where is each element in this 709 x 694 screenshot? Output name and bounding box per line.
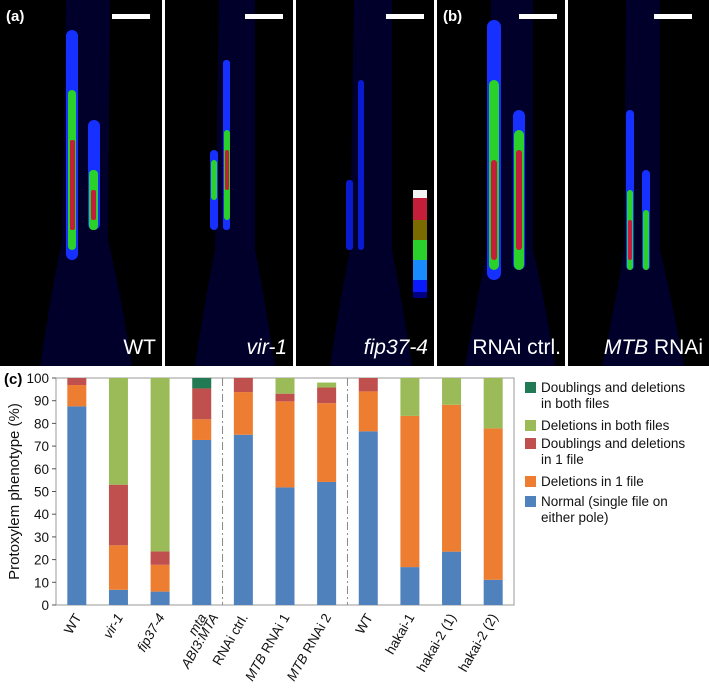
bar-segment — [442, 378, 462, 405]
bar-segment — [150, 591, 170, 605]
root-image-rnai-ctrl — [465, 0, 555, 366]
bar-segment — [192, 419, 212, 440]
micrograph-wt: (a) WT — [0, 0, 162, 366]
x-tick-label: hakai-2 (1) — [414, 611, 459, 674]
bar-segment — [317, 481, 337, 605]
panel-label-vir1: vir-1 — [246, 336, 287, 359]
bar-segment — [192, 378, 212, 389]
bar-segment — [275, 378, 295, 394]
legend-swatch — [525, 420, 536, 431]
scale-bar — [519, 14, 557, 19]
scale-bar — [112, 14, 150, 19]
panel-label-rnai-ctrl: RNAi ctrl. — [472, 336, 561, 359]
y-tick-label: 0 — [41, 598, 49, 613]
legend-label: Normal (single file on either pole) — [541, 494, 668, 525]
legend-swatch — [525, 382, 536, 393]
x-tick-label: WT — [61, 611, 84, 637]
root-image-wt — [40, 0, 132, 366]
x-tick-label: hakai-1 — [382, 611, 417, 657]
scale-bar — [386, 14, 424, 19]
bar-segment — [400, 567, 420, 605]
panel-letter-a: (a) — [6, 8, 25, 25]
y-tick-label: 100 — [26, 371, 49, 386]
legend-label: Deletions in both files — [541, 418, 670, 433]
bar-segment — [317, 387, 337, 404]
y-tick-label: 90 — [34, 394, 49, 409]
bar-segment — [233, 434, 253, 605]
y-tick-label: 50 — [34, 485, 49, 500]
x-tick-label: WT — [352, 611, 375, 637]
bar-segment — [358, 378, 378, 392]
y-tick-label: 30 — [34, 530, 49, 545]
bar-segment — [233, 378, 253, 393]
bar-segment — [108, 484, 128, 546]
y-axis-label: Protoxylem phenotype (%) — [6, 403, 23, 580]
bar-segment — [192, 439, 212, 605]
bar-segment — [275, 487, 295, 605]
legend-label: Doublings and deletions in 1 file — [541, 436, 686, 467]
legend-label: Deletions in 1 file — [541, 474, 644, 489]
bar-segment — [483, 378, 503, 429]
bar-segment — [275, 393, 295, 402]
bar-segment — [317, 403, 337, 482]
bar-segment — [67, 406, 87, 605]
y-tick-label: 60 — [34, 462, 49, 477]
bar-segment — [442, 551, 462, 605]
root-image-fip37 — [330, 0, 427, 366]
scale-bar — [654, 14, 692, 19]
bar-segment — [317, 382, 337, 388]
bar-segment — [108, 589, 128, 605]
bar-segment — [400, 415, 420, 568]
bar-segment — [483, 428, 503, 580]
legend-swatch — [525, 496, 536, 507]
bar-segment — [233, 392, 253, 435]
panel-label-wt: WT — [123, 336, 156, 359]
legend-swatch — [525, 438, 536, 449]
bar-segment — [358, 431, 378, 605]
y-tick-label: 20 — [34, 553, 49, 568]
bar-segment — [275, 401, 295, 488]
y-tick-label: 10 — [34, 575, 49, 590]
y-tick-label: 40 — [34, 507, 49, 522]
root-image-mtb-rnai — [602, 0, 684, 366]
legend-swatch — [525, 476, 536, 487]
micrograph-rnai-ctrl: (b) RNAi ctrl. — [437, 0, 565, 366]
y-tick-label: 70 — [34, 439, 49, 454]
x-tick-label: fip37-4 — [134, 611, 168, 654]
micrograph-fip37: fip37-4 — [296, 0, 434, 366]
bar-segment — [67, 385, 87, 407]
stacked-bar-chart: (c) 0 10 20 30 40 50 60 70 80 90 100 Protoxylem phen… — [4, 371, 515, 683]
x-tick-label: MTB RNAi 2 — [284, 611, 334, 683]
y-tick-label: 80 — [34, 416, 49, 431]
bar-segment — [150, 551, 170, 565]
bar-segment — [67, 378, 87, 386]
panel-letter-b: (b) — [443, 8, 463, 25]
bar-segment — [192, 388, 212, 420]
panel-label-mtb-rnai: MTB RNAi — [603, 336, 703, 359]
panel-letter-c: (c) — [4, 371, 22, 388]
scale-bar — [245, 14, 283, 19]
micrograph-mtb-rnai: MTB RNAi — [568, 0, 709, 366]
root-image-vir1 — [195, 0, 275, 366]
bar-segment — [150, 378, 170, 552]
bar-segment — [358, 391, 378, 432]
bar-segment — [150, 564, 170, 592]
legend-label: Doublings and deletions in both files — [541, 380, 686, 411]
bar-segment — [483, 579, 503, 605]
micrograph-vir1: vir-1 — [165, 0, 293, 366]
bar-segment — [108, 378, 128, 485]
bar-segment — [442, 404, 462, 552]
bar-segment — [108, 545, 128, 590]
panel-label-fip37: fip37-4 — [363, 336, 428, 359]
bar-segment — [400, 378, 420, 416]
x-tick-label: hakai-2 (2) — [456, 611, 501, 674]
x-tick-label: vir-1 — [100, 611, 126, 641]
